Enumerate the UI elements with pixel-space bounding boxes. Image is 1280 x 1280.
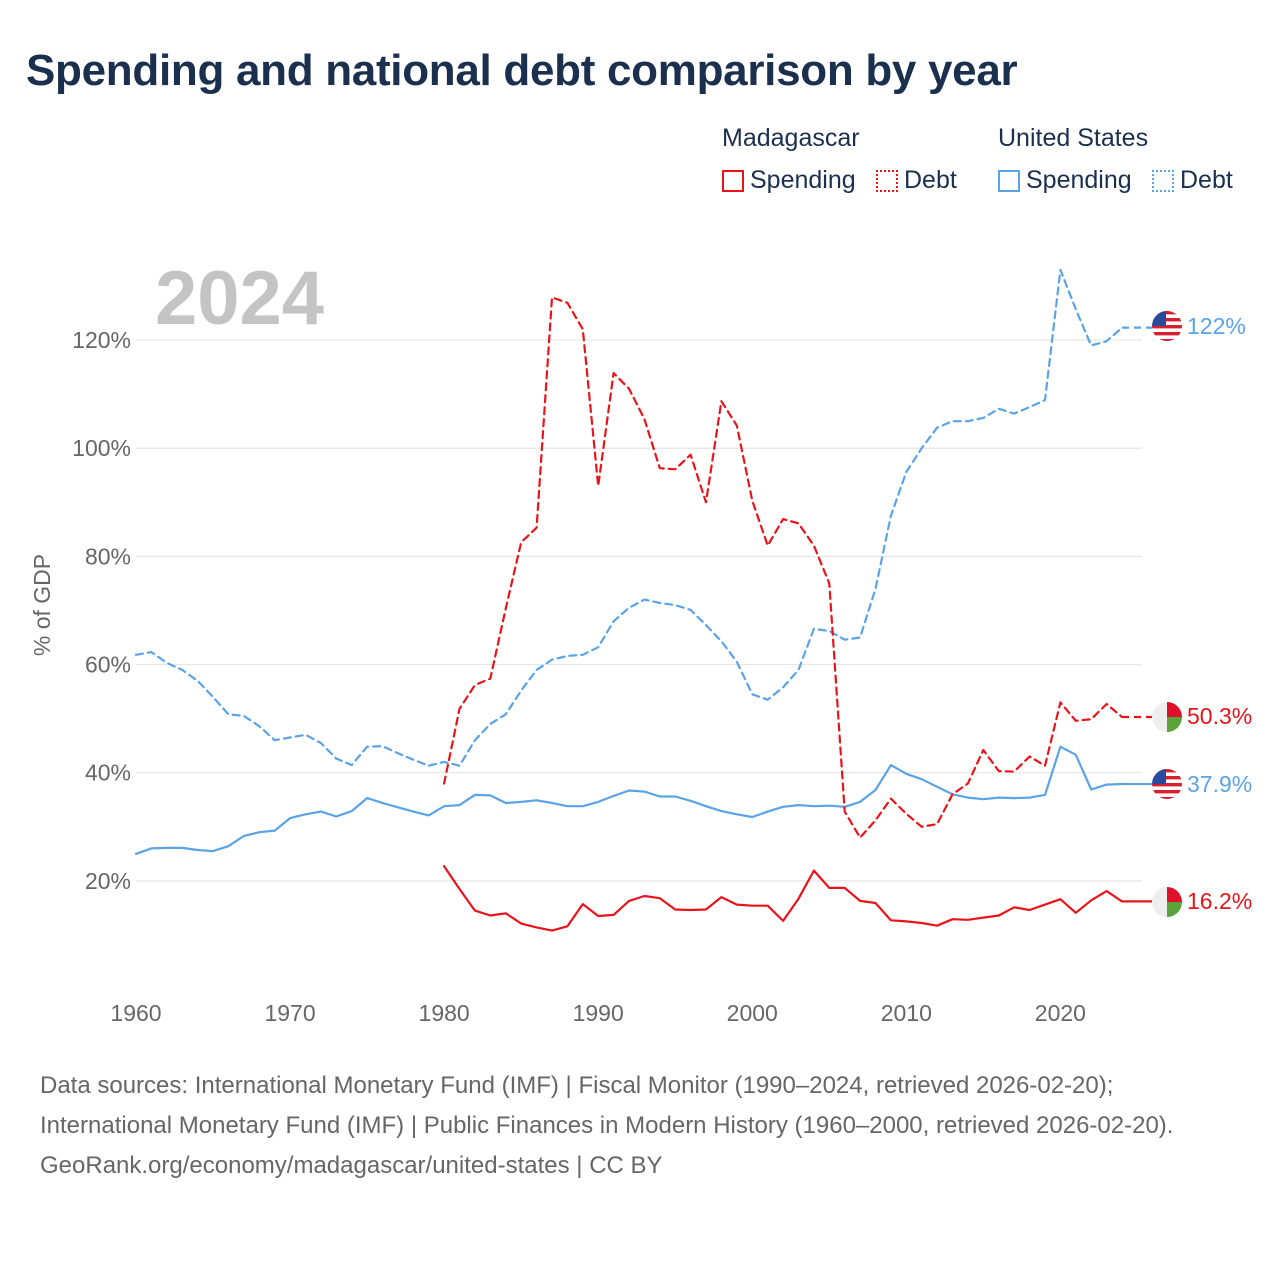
- x-tick-label: 1990: [573, 1000, 624, 1026]
- y-tick-label: 80%: [85, 543, 131, 569]
- us-debt-end-label: 122%: [1187, 313, 1246, 339]
- madagascar-spending-end-label: 16.2%: [1187, 888, 1252, 914]
- line-chart: 2024 % of GDP 20% 40% 60% 80% 100% 120% 1960 1…: [29, 256, 1252, 1026]
- credit-link[interactable]: GeoRank.org/economy/madagascar/united-st…: [40, 1152, 663, 1179]
- us-spending-end-label: 37.9%: [1187, 771, 1252, 797]
- legend-madagascar-debt-swatch: [876, 169, 898, 192]
- x-tick-label: 2000: [727, 1000, 778, 1026]
- legend-united-states-debt[interactable]: Debt: [1152, 166, 1233, 195]
- us-flag-icon: [1152, 311, 1182, 341]
- madagascar-debt-line[interactable]: [443, 296, 1124, 839]
- united-states-debt-line[interactable]: [134, 268, 1124, 767]
- y-axis-label: % of GDP: [29, 554, 55, 656]
- legend-madagascar-label: Madagascar: [722, 124, 860, 152]
- us-flag-icon: [1152, 769, 1182, 799]
- x-tick-label: 1960: [110, 1000, 161, 1026]
- chart-title: Spending and national debt comparison by…: [26, 46, 1018, 95]
- y-tick-label: 40%: [85, 760, 131, 786]
- x-tick-label: 1980: [419, 1000, 470, 1026]
- legend-united-states-debt-label: Debt: [1180, 166, 1233, 194]
- x-tick-label: 2010: [881, 1000, 932, 1026]
- y-tick-label: 120%: [72, 327, 131, 353]
- x-tick-label: 1970: [264, 1000, 315, 1026]
- y-tick-label: 100%: [72, 435, 131, 461]
- legend-madagascar-debt-label: Debt: [904, 166, 957, 194]
- legend-united-states-debt-swatch: [1152, 169, 1174, 192]
- legend-united-states-spending-swatch: [998, 169, 1020, 192]
- madagascar-flag-icon: [1152, 702, 1182, 732]
- legend-madagascar-spending-swatch: [722, 169, 744, 192]
- x-tick-label: 2020: [1035, 1000, 1086, 1026]
- madagascar-debt-end-label: 50.3%: [1187, 703, 1252, 729]
- legend-madagascar-debt[interactable]: Debt: [876, 166, 957, 195]
- legend-united-states-label: United States: [998, 124, 1149, 152]
- y-tick-label: 20%: [85, 868, 131, 894]
- madagascar-spending-line[interactable]: [443, 865, 1124, 932]
- legend-united-states-spending[interactable]: Spending: [998, 166, 1132, 195]
- legend-madagascar-spending-label: Spending: [750, 166, 856, 194]
- legend-united-states-spending-label: Spending: [1026, 166, 1132, 194]
- footer: Data sources: International Monetary Fun…: [40, 1066, 1240, 1186]
- madagascar-flag-icon: [1152, 887, 1182, 917]
- year-watermark: 2024: [155, 256, 324, 341]
- legend-madagascar-spending[interactable]: Spending: [722, 166, 856, 195]
- data-sources: Data sources: International Monetary Fun…: [40, 1072, 1174, 1139]
- y-tick-label: 60%: [85, 652, 131, 678]
- united-states-spending-line[interactable]: [134, 745, 1124, 855]
